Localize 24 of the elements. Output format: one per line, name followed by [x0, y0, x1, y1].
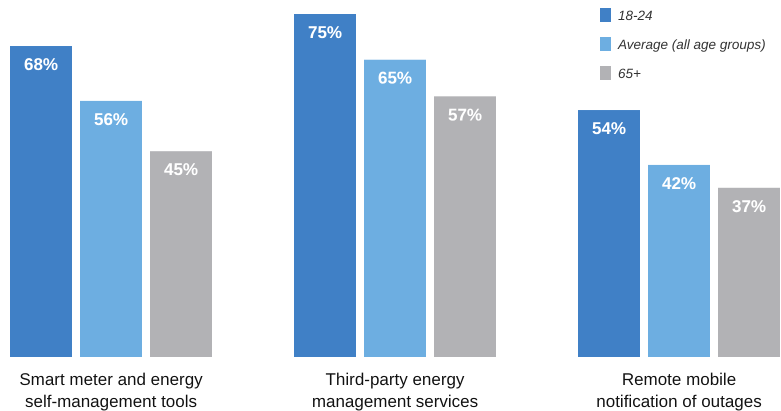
bar	[364, 60, 426, 357]
data-label: 45%	[164, 160, 198, 180]
data-label: 42%	[662, 174, 696, 193]
data-label: 37%	[732, 196, 766, 216]
x-tick-label: Third-party energy management services	[312, 370, 478, 411]
bar	[10, 46, 72, 357]
data-label: 75%	[308, 23, 342, 42]
bar	[294, 14, 356, 357]
legend-label: 65+	[618, 66, 642, 81]
bar	[718, 188, 780, 357]
bar	[578, 110, 640, 357]
bar	[150, 151, 212, 357]
bar	[80, 100, 142, 357]
bar	[434, 96, 496, 357]
x-tick-label: Remote mobile notification of outages	[596, 370, 762, 411]
data-label: 57%	[448, 105, 482, 124]
data-label: 68%	[24, 55, 58, 74]
bar	[648, 164, 710, 357]
data-label: 54%	[592, 119, 626, 138]
x-tick-label: Smart meter and energy self-management tools	[19, 370, 204, 411]
data-label: 65%	[378, 68, 412, 88]
data-label: 56%	[94, 110, 128, 129]
legend-label: Average (all age groups)	[617, 37, 766, 52]
legend-label: 18-24	[618, 8, 653, 23]
